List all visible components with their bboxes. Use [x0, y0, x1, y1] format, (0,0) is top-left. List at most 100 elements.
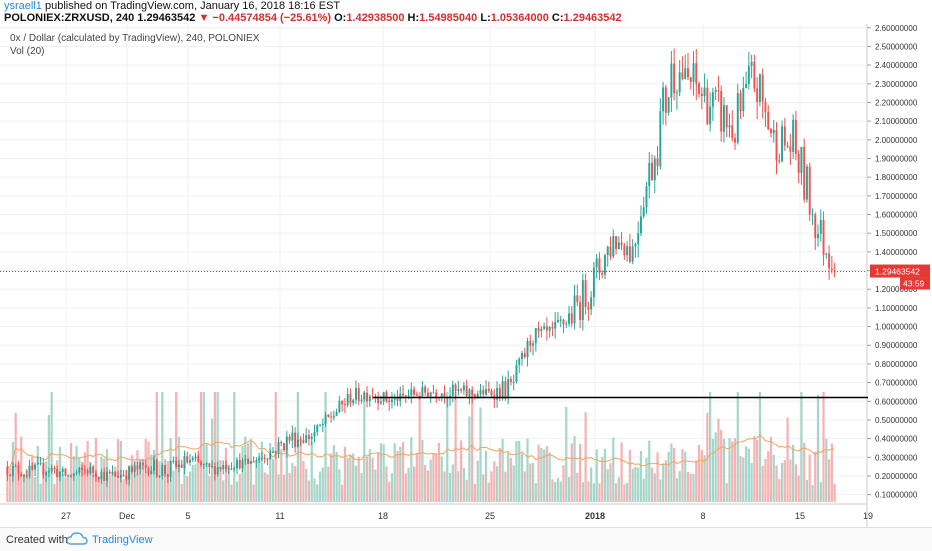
volume-bar [775, 465, 778, 502]
candle-body [770, 128, 772, 134]
candle-body [617, 242, 620, 250]
volume-bar [534, 483, 537, 502]
volume-bar [504, 471, 507, 502]
volume-bar [725, 483, 728, 502]
volume-bar [53, 483, 56, 502]
candle-body [648, 162, 651, 187]
candle-body [272, 451, 274, 453]
countdown-badge [900, 277, 930, 290]
volume-bar [188, 471, 192, 502]
volume-bar [155, 392, 158, 502]
candle-body [390, 399, 393, 403]
volume-indicator-label[interactable]: Vol (20) [10, 46, 45, 57]
author-link[interactable]: ysraell1 [4, 0, 42, 12]
y-tick-label: 1.20000000 [875, 285, 918, 294]
volume-bar [722, 438, 726, 502]
candle-body [153, 459, 155, 471]
candle-body [606, 246, 609, 256]
volume-bar [454, 392, 457, 502]
volume-bar [401, 441, 405, 502]
volume-bar [365, 456, 369, 502]
candle-body [556, 319, 559, 322]
volume-bar [720, 430, 723, 502]
candle-body [678, 72, 681, 93]
candle-body [197, 456, 200, 462]
candle-body [687, 68, 689, 78]
publish-line: ysraell1 published on TradingView.com, J… [4, 0, 924, 12]
volume-bar [733, 438, 737, 502]
countdown-label: 43:59 [903, 279, 925, 289]
candle-body [255, 460, 258, 463]
candle-body [360, 399, 363, 401]
x-tick-label: 11 [275, 511, 284, 521]
volume-bar [260, 441, 264, 502]
volume-bar [310, 441, 313, 502]
candle-body [130, 466, 133, 472]
volume-bar [252, 484, 255, 502]
volume-bar [822, 392, 825, 502]
volume-bar [216, 392, 219, 502]
volume-bar [661, 463, 665, 502]
volume-bar [94, 437, 98, 502]
publish-header: ysraell1 published on TradingView.com, J… [4, 0, 924, 24]
candle-body [81, 467, 84, 470]
volume-bar [673, 447, 676, 502]
volume-bar [501, 438, 504, 502]
volume-bar [609, 463, 612, 502]
y-tick-label: 2.00000000 [875, 136, 918, 145]
low-label: L: [480, 12, 491, 24]
volume-bar [437, 442, 441, 502]
candle-body [537, 328, 540, 332]
candle-body [526, 340, 529, 358]
volume-bar [520, 453, 524, 502]
volume-bar [379, 443, 382, 502]
volume-bar [139, 459, 142, 502]
candle-body [164, 465, 167, 475]
volume-bar [554, 482, 557, 502]
candle-body [689, 77, 692, 82]
volume-bar [507, 452, 510, 502]
volume-bar [797, 475, 800, 502]
volume-bar [800, 392, 803, 502]
volume-bar [354, 465, 358, 502]
volume-bar [125, 470, 128, 502]
candle-body [78, 467, 81, 473]
candle-body [407, 395, 410, 397]
candle-body [58, 472, 61, 477]
volume-bar [285, 448, 288, 502]
price-chart-svg[interactable]: 0.10000000 0.20000000 0.30000000 0.40000000… [0, 24, 932, 527]
candle-body [177, 464, 180, 468]
volume-bar [443, 471, 446, 502]
volume-bar [642, 478, 645, 502]
volume-bar [778, 479, 781, 502]
volume-bar [291, 463, 294, 502]
candle-body [684, 68, 687, 79]
candle-body [468, 389, 471, 397]
volume-bar [89, 461, 92, 502]
candle-body [247, 459, 250, 464]
candle-body [357, 388, 360, 401]
candle-body [565, 323, 568, 325]
candle-body [189, 460, 191, 463]
candle-body [645, 186, 648, 208]
volume-bar [388, 481, 391, 502]
tradingview-brand-link[interactable]: TradingView [92, 534, 153, 546]
y-tick-label: 0.20000000 [875, 472, 918, 481]
candle-body [808, 166, 811, 215]
volume-bar [789, 459, 792, 502]
candle-body [490, 390, 493, 396]
volume-bar [706, 412, 709, 502]
candle-body [570, 313, 573, 324]
x-tick-label: 18 [378, 511, 388, 521]
volume-bar [703, 455, 706, 502]
volume-bar [457, 471, 460, 502]
candle-body [260, 457, 263, 459]
chart-area[interactable]: 0.10000000 0.20000000 0.30000000 0.40000000… [0, 24, 932, 527]
volume-bar [141, 464, 145, 502]
volume-bar [714, 432, 717, 502]
volume-bar [451, 464, 454, 502]
volume-bar [767, 451, 770, 502]
last-price-badge [870, 264, 930, 278]
candle-body [114, 471, 117, 477]
volume-bar [205, 444, 208, 502]
